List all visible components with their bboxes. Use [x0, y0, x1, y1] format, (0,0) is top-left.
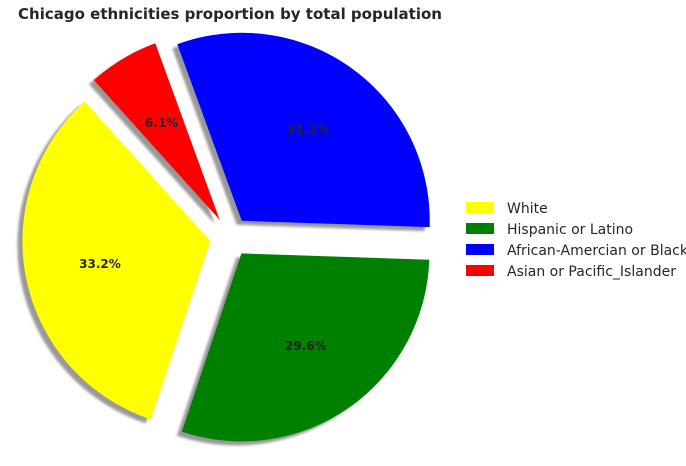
legend-label: Hispanic or Latino: [507, 222, 633, 238]
legend-swatch: [466, 265, 494, 276]
legend: White Hispanic or Latino African-Amercian …: [466, 201, 686, 280]
slice-percent-label: 33.2%: [79, 257, 121, 271]
pie-slice-asian-or-pacific-islander: [93, 43, 220, 220]
slice-percent-label: 6.1%: [145, 116, 178, 130]
slice-percent-label: 29.6%: [285, 339, 327, 353]
pie-slice-hispanic-or-latino: [181, 253, 430, 442]
pie-slices: [22, 32, 430, 442]
legend-label: African-Amercian or Black: [507, 243, 686, 259]
slice-labels: 33.2% 29.6% 31.1% 6.1%: [79, 116, 329, 353]
legend-swatch: [466, 244, 494, 255]
pie-slice-african-amercian-or-black: [177, 32, 430, 228]
legend-swatch: [466, 202, 494, 213]
legend-label: Asian or Pacific_Islander: [507, 264, 676, 280]
legend-swatch: [466, 223, 494, 234]
legend-label: White: [507, 201, 548, 217]
pie-slice-white: [22, 101, 211, 420]
chart-title: Chicago ethnicities proportion by total …: [18, 5, 442, 23]
slice-percent-label: 31.1%: [287, 122, 329, 136]
